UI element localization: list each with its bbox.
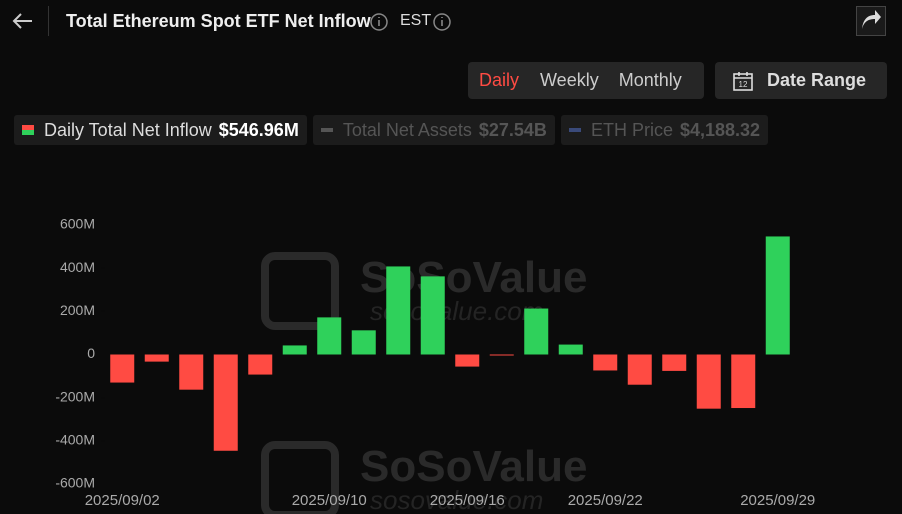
bar: [731, 354, 756, 409]
bar: [386, 266, 411, 355]
period-tab[interactable]: Monthly: [618, 70, 682, 90]
x-tick-label: 2025/09/10: [292, 492, 367, 509]
svg-text:12: 12: [739, 80, 748, 89]
watermark: SoSoValue: [360, 442, 587, 491]
bar: [696, 354, 721, 409]
bar: [558, 344, 583, 355]
legend-item[interactable]: ETH Price $4,188.32: [560, 115, 769, 145]
share-button[interactable]: [856, 6, 886, 36]
legend-name: ETH Price: [590, 119, 673, 140]
info-icon[interactable]: [369, 12, 389, 32]
date-range-button[interactable]: 12 Date Range: [715, 62, 887, 99]
bar: [627, 354, 652, 385]
bar: [593, 354, 618, 371]
bar: [179, 354, 204, 390]
bar: [317, 317, 342, 355]
bar: [489, 354, 514, 356]
legend-value: $4,188.32: [679, 119, 761, 140]
info-icon[interactable]: [432, 12, 452, 32]
bar: [455, 354, 480, 367]
legend-swatch: [320, 128, 333, 132]
watermark: sosovalue.com: [370, 485, 543, 514]
watermark-logo: [261, 252, 339, 330]
date-range-label: Date Range: [767, 70, 867, 90]
timezone: EST: [400, 12, 432, 29]
legend: Daily Total Net Inflow $546.96M Total Net …: [14, 115, 769, 145]
watermark-logo: [261, 441, 339, 514]
period-tab[interactable]: Daily: [479, 70, 520, 90]
legend-swatch: [568, 128, 581, 132]
divider: [48, 6, 49, 36]
y-tick-label: 0: [87, 345, 95, 361]
y-tick-label: 200M: [60, 302, 95, 318]
page-title: Total Ethereum Spot ETF Net Inflow: [66, 11, 371, 31]
y-tick-label: -200M: [55, 388, 95, 404]
bar: [110, 354, 135, 383]
legend-name: Total Net Assets: [342, 119, 472, 140]
bar: [662, 354, 687, 371]
bar: [765, 236, 790, 355]
back-button[interactable]: [10, 8, 36, 34]
bar: [213, 354, 238, 451]
chart: SoSoValuesosovalue.comSoSoValuesosovalue…: [55, 216, 815, 514]
bar: [282, 345, 307, 355]
x-tick-label: 2025/09/22: [568, 492, 643, 509]
bar: [248, 354, 273, 375]
bar: [144, 354, 169, 362]
bar: [524, 308, 549, 355]
bar: [351, 330, 376, 355]
calendar-icon: 12: [733, 71, 753, 91]
legend-swatch: [22, 125, 34, 135]
x-tick-label: 2025/09/29: [740, 492, 815, 509]
y-tick-label: -400M: [55, 432, 95, 448]
legend-item[interactable]: Total Net Assets $27.54B: [312, 115, 555, 145]
period-switch: Daily Weekly Monthly: [468, 62, 704, 99]
y-tick-label: 600M: [60, 216, 95, 232]
bar: [420, 276, 445, 355]
x-tick-label: 2025/09/02: [85, 492, 160, 509]
legend-name: Daily Total Net Inflow: [44, 119, 212, 140]
legend-value: $546.96M: [218, 119, 299, 140]
y-tick-label: 400M: [60, 259, 95, 275]
legend-item[interactable]: Daily Total Net Inflow $546.96M: [14, 115, 307, 145]
legend-value: $27.54B: [478, 119, 547, 140]
y-tick-label: -600M: [55, 475, 95, 491]
x-tick-label: 2025/09/16: [430, 492, 505, 509]
period-tab[interactable]: Weekly: [540, 70, 599, 90]
